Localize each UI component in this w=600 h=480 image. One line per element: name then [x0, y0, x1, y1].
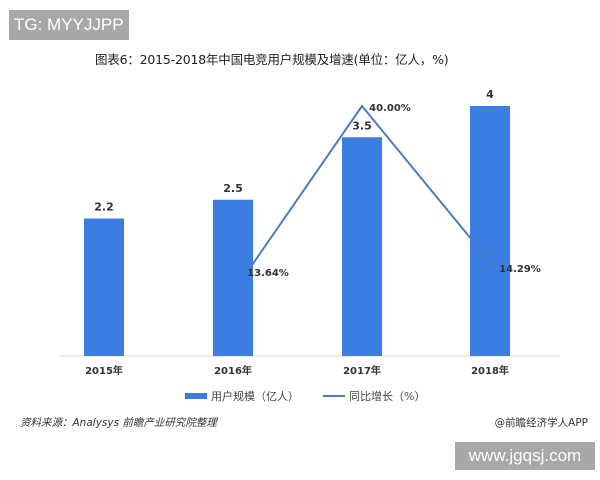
line-value-label: 40.00%: [369, 103, 411, 114]
bar-value-label: 3.5: [352, 119, 372, 132]
data-labels: 2.2 2.5 3.5 4 13.64% 40.00% 14.29%: [94, 88, 541, 279]
tg-watermark: TG: MYYJJPP: [9, 10, 129, 40]
bar-2016年: [213, 199, 253, 356]
legend-item-line: 同比增长（%）: [323, 388, 425, 404]
x-axis-ticks: 2015年 2016年 2017年 2018年: [85, 364, 509, 377]
bar-value-label: 2.5: [223, 182, 243, 195]
bar-value-label: 4: [486, 88, 494, 101]
source-note: 资料来源：Analysys 前瞻产业研究院整理: [20, 417, 217, 429]
legend-bar-label: 用户规模（亿人）: [211, 390, 299, 403]
bar-2017年: [342, 137, 382, 356]
legend-item-bar: 用户规模（亿人）: [185, 388, 299, 404]
line-value-label: 14.29%: [499, 264, 541, 275]
credit-note: @前瞻经济学人APP: [494, 417, 588, 429]
site-watermark: www.jgqsj.com: [455, 442, 595, 470]
line-swatch-icon: [323, 395, 345, 397]
x-tick-label: 2018年: [471, 364, 509, 377]
x-tick-label: 2016年: [214, 364, 252, 377]
bar-2018年: [470, 106, 510, 356]
x-tick-label: 2017年: [343, 364, 381, 377]
bar-value-label: 2.2: [94, 201, 114, 214]
x-tick-label: 2015年: [85, 364, 123, 377]
legend-line-label: 同比增长（%）: [349, 390, 426, 403]
growth-line: [249, 104, 496, 269]
legend: 用户规模（亿人） 同比增长（%）: [185, 388, 425, 404]
chart-title: 图表6：2015-2018年中国电竞用户规模及增速(单位：亿人，%): [95, 52, 449, 67]
bar-series: [84, 106, 510, 356]
bar-swatch-icon: [185, 393, 207, 399]
bar-2015年: [84, 218, 124, 356]
line-value-label: 13.64%: [247, 268, 289, 279]
